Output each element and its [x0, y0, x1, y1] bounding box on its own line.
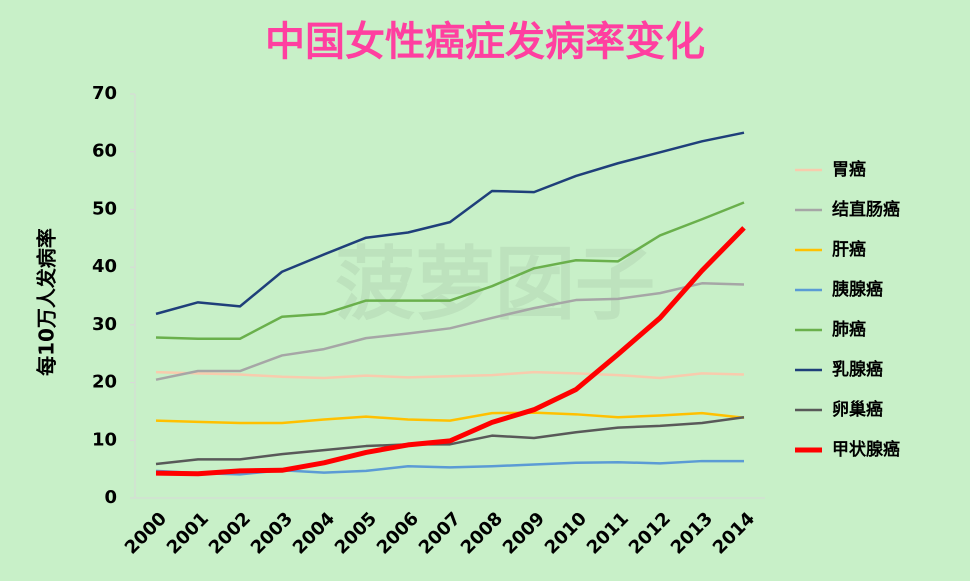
x-tick-label: 2008 — [457, 508, 507, 558]
y-tick-label: 20 — [92, 372, 117, 393]
series-line — [155, 370, 745, 380]
legend-label: 结直肠癌 — [832, 199, 900, 220]
x-tick-label: 2002 — [205, 508, 255, 558]
legend-label: 胰腺癌 — [832, 279, 883, 300]
y-axis-label: 每10万人发病率 — [35, 228, 59, 376]
chart-title: 中国女性癌症发病率变化 — [265, 19, 705, 65]
legend-label: 肝癌 — [832, 239, 866, 260]
y-tick-label: 30 — [92, 314, 117, 335]
x-tick-label: 2004 — [289, 508, 339, 558]
legend-label: 乳腺癌 — [832, 359, 883, 380]
y-tick-label: 10 — [92, 429, 117, 450]
x-tick-label: 2000 — [121, 508, 171, 558]
x-tick-label: 2010 — [541, 508, 591, 558]
series-line — [155, 282, 745, 381]
x-tick-label: 2005 — [331, 508, 381, 558]
series-line — [155, 415, 745, 466]
series-line — [155, 201, 745, 340]
series-line — [155, 411, 745, 425]
legend-label: 卵巢癌 — [832, 399, 883, 420]
x-tick-label: 2007 — [415, 508, 465, 558]
y-tick-label: 60 — [92, 141, 117, 162]
legend-label: 甲状腺癌 — [832, 439, 900, 460]
x-tick-label: 2003 — [247, 508, 297, 558]
y-tick-label: 50 — [92, 198, 117, 219]
legend-label: 胃癌 — [832, 159, 866, 180]
x-tick-label: 2006 — [373, 508, 423, 558]
series-line — [155, 226, 746, 477]
x-tick-label: 2011 — [583, 508, 633, 558]
legend-label: 肺癌 — [832, 319, 866, 340]
x-tick-label: 2001 — [163, 508, 213, 558]
x-tick-label: 2014 — [709, 508, 759, 558]
series-line — [155, 131, 745, 316]
y-tick-label: 70 — [92, 83, 117, 104]
y-tick-label: 0 — [104, 487, 117, 508]
x-tick-label: 2012 — [625, 508, 675, 558]
y-tick-label: 40 — [92, 256, 117, 277]
x-tick-label: 2009 — [499, 508, 549, 558]
x-tick-label: 2013 — [667, 508, 717, 558]
